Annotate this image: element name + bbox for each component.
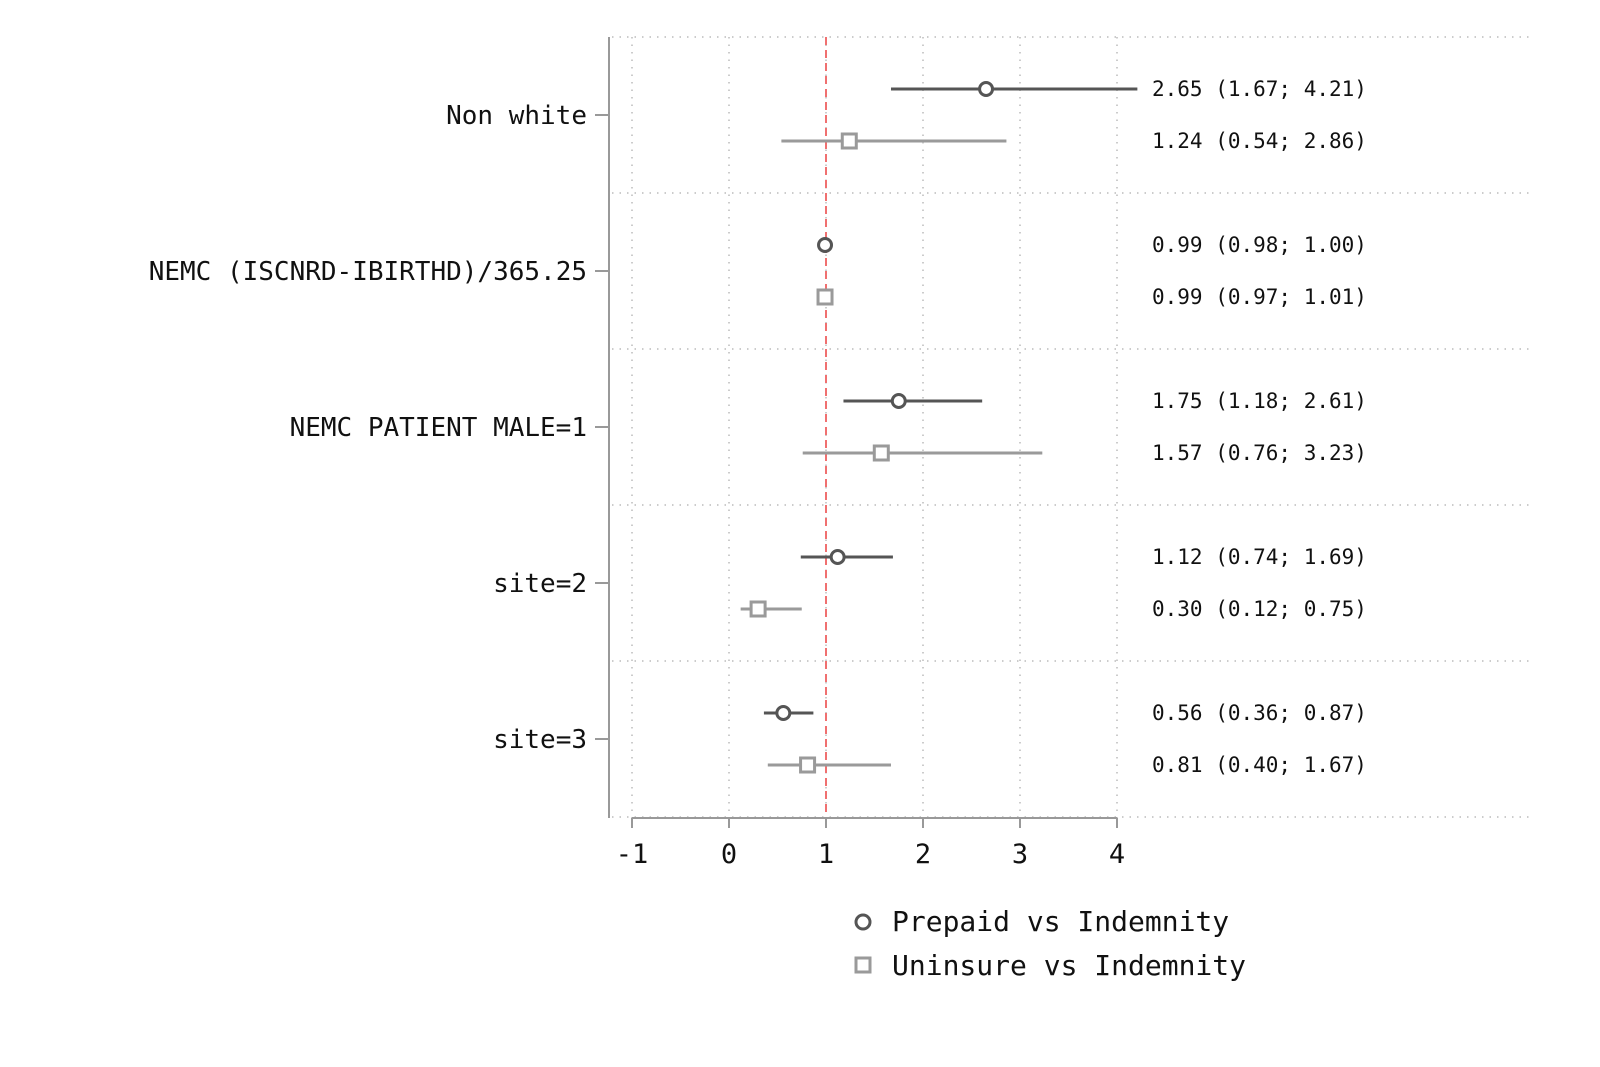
estimate-label: 2.65 (1.67; 4.21)	[1152, 77, 1367, 101]
estimate-label: 1.24 (0.54; 2.86)	[1152, 129, 1367, 153]
y-tick-label: NEMC (ISCNRD-IBIRTHD)/365.25	[149, 257, 587, 287]
legend-label: Uninsure vs Indemnity	[892, 949, 1246, 982]
estimate-label: 1.12 (0.74; 1.69)	[1152, 545, 1367, 569]
estimate-label: 0.99 (0.98; 1.00)	[1152, 233, 1367, 257]
point-prepaid	[775, 705, 792, 721]
estimate-label: 0.81 (0.40; 1.67)	[1152, 753, 1367, 777]
x-tick-label: 4	[1109, 839, 1125, 870]
point-prepaid	[978, 81, 995, 97]
x-tick-label: 1	[818, 839, 834, 870]
point-uninsure	[872, 444, 890, 462]
point-prepaid	[817, 237, 834, 253]
y-tick-label: NEMC PATIENT MALE=1	[290, 413, 587, 443]
point-uninsure	[816, 288, 834, 306]
estimate-label: 1.57 (0.76; 3.23)	[1152, 441, 1367, 465]
x-tick-label: -1	[616, 839, 649, 870]
x-tick-label: 0	[721, 839, 737, 870]
point-prepaid	[829, 549, 846, 565]
point-uninsure	[840, 132, 858, 150]
estimate-label: 0.56 (0.36; 0.87)	[1152, 701, 1367, 725]
estimate-label: 1.75 (1.18; 2.61)	[1152, 389, 1367, 413]
x-tick-label: 3	[1012, 839, 1028, 870]
legend-square-icon	[854, 956, 872, 974]
estimate-label: 0.99 (0.97; 1.01)	[1152, 285, 1367, 309]
y-tick-label: site=3	[493, 725, 587, 755]
point-prepaid	[890, 393, 907, 409]
legend-circle-icon	[854, 913, 872, 931]
x-tick-label: 2	[915, 839, 931, 870]
y-tick-label: site=2	[493, 569, 587, 599]
point-uninsure	[749, 600, 767, 618]
estimate-label: 0.30 (0.12; 0.75)	[1152, 597, 1367, 621]
legend-label: Prepaid vs Indemnity	[892, 905, 1229, 938]
point-uninsure	[799, 756, 817, 774]
y-tick-label: Non white	[446, 101, 587, 131]
